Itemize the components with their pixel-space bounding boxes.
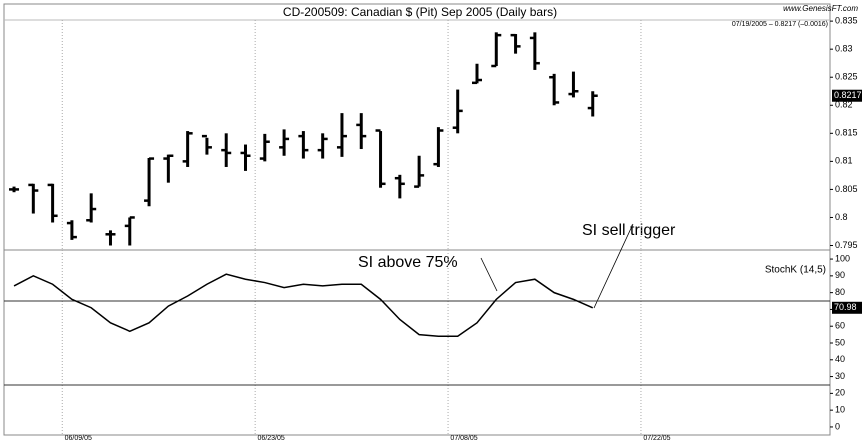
y-tick-label: 0.825 [835, 72, 858, 82]
y-tick-label: 0.835 [835, 15, 858, 25]
annotation-arrow [593, 223, 634, 309]
last-value-label: 70.98 [834, 302, 857, 312]
y-tick-label: 0.8 [835, 212, 848, 222]
source: www.GenesisFT.com [783, 4, 858, 13]
y-tick-label: 0.82 [835, 100, 853, 110]
chart-title: CD-200509: Canadian $ (Pit) Sep 2005 (Da… [283, 5, 557, 19]
last-value-label: 0.8217 [834, 90, 862, 100]
y-tick-label: 60 [835, 321, 845, 331]
frame [3, 3, 831, 436]
y-tick-label: 10 [835, 405, 845, 415]
y-tick-label: 90 [835, 270, 845, 280]
y-tick-label: 100 [835, 253, 850, 263]
y-tick-label: 0.805 [835, 184, 858, 194]
y-tick-label: 40 [835, 354, 845, 364]
x-tick-label: 06/09/05 [65, 435, 92, 442]
last-value-box [832, 301, 862, 314]
y-tick-label: 80 [835, 287, 845, 297]
annotation: SI sell trigger [582, 222, 676, 239]
legend-entry: StochK (14,5) [765, 265, 826, 276]
x-tick-label: 06/23/05 [258, 435, 285, 442]
y-tick-label: 0.81 [835, 156, 853, 166]
y-tick-label: 0.815 [835, 128, 858, 138]
annotation-arrow [480, 257, 498, 292]
y-tick-label: 30 [835, 371, 845, 381]
y-tick-label: 0.795 [835, 240, 858, 250]
y-tick-label: 0.83 [835, 44, 853, 54]
stoch-line [13, 273, 594, 338]
y-tick-label: 50 [835, 337, 845, 347]
last-value-box [832, 89, 862, 102]
x-tick-label: 07/22/05 [643, 435, 670, 442]
x-tick-label: 07/08/05 [450, 435, 477, 442]
y-tick-label: 20 [835, 388, 845, 398]
annotation: SI above 75% [358, 254, 458, 271]
y-tick-label: 0 [835, 421, 840, 431]
subtitle: 07/19/2005 – 0.8217 (–0.0016) [732, 21, 828, 28]
